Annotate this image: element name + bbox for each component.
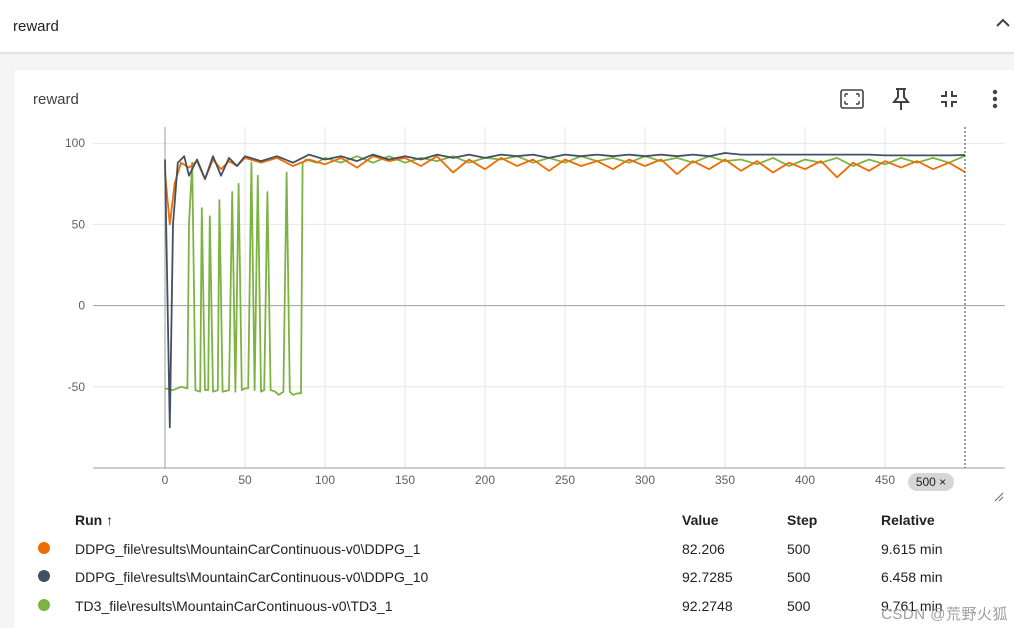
run-name: DDPG_file\results\MountainCarContinuous-… [75, 569, 429, 585]
chevron-up-icon[interactable] [994, 14, 1012, 32]
section-title: reward [13, 18, 59, 35]
top-bar: reward [0, 0, 1014, 53]
table-row[interactable]: DDPG_file\results\MountainCarContinuous-… [14, 562, 1014, 591]
x-tick-label: 250 [555, 473, 575, 487]
x-tick-label: 300 [635, 473, 655, 487]
pin-icon[interactable] [888, 86, 914, 112]
series-line-1 [164, 155, 966, 226]
x-tick-label: 450 [875, 473, 895, 487]
resize-handle-icon[interactable] [992, 490, 1004, 502]
more-vert-icon[interactable] [982, 86, 1008, 112]
x-tick-label: 100 [315, 473, 335, 487]
header-relative[interactable]: Relative [881, 512, 935, 528]
run-relative: 6.458 min [881, 569, 943, 585]
y-tick-label: 0 [78, 299, 85, 313]
run-value: 92.2748 [682, 598, 733, 614]
run-relative: 9.761 min [881, 598, 943, 614]
run-name: TD3_file\results\MountainCarContinuous-v… [75, 598, 393, 614]
x-tick-label: 400 [795, 473, 815, 487]
collapse-card-icon[interactable] [936, 86, 962, 112]
run-step: 500 [787, 569, 811, 585]
header-run[interactable]: Run ↑ [75, 512, 114, 528]
reward-line-chart[interactable]: 0 50 100 150 200 250 300 350 400 450 100 50 0 -50 [14, 70, 1014, 500]
y-tick-label: 100 [65, 136, 85, 150]
table-row[interactable]: DDPG_file\results\MountainCarContinuous-… [14, 534, 1014, 563]
run-color-dot [38, 570, 50, 582]
series-line-3 [164, 154, 966, 396]
fit-domain-icon[interactable] [839, 86, 865, 112]
header-step[interactable]: Step [787, 512, 818, 528]
x-tick-label: 150 [395, 473, 415, 487]
x-tick-label: 200 [475, 473, 495, 487]
x-tick-label: 0 [162, 473, 169, 487]
series-line-2 [164, 152, 966, 429]
run-step: 500 [787, 598, 811, 614]
chart-card: reward 0 50 100 150 200 250 300 350 400 450 100 50 0… [14, 70, 1014, 628]
step-marker-pill[interactable]: 500 × [908, 473, 954, 491]
table-row[interactable]: TD3_file\results\MountainCarContinuous-v… [14, 591, 1014, 620]
run-step: 500 [787, 541, 811, 557]
run-value: 92.7285 [682, 569, 733, 585]
y-tick-label: 50 [72, 217, 86, 231]
watermark: CSDN @荒野火狐 [881, 606, 1008, 623]
x-tick-label: 50 [238, 473, 252, 487]
y-tick-label: -50 [68, 380, 86, 394]
run-color-dot [38, 542, 50, 554]
card-title: reward [33, 91, 79, 108]
run-value: 82.206 [682, 541, 725, 557]
run-name: DDPG_file\results\MountainCarContinuous-… [75, 541, 421, 557]
run-relative: 9.615 min [881, 541, 943, 557]
header-value[interactable]: Value [682, 512, 719, 528]
run-color-dot [38, 599, 50, 611]
x-tick-label: 350 [715, 473, 735, 487]
